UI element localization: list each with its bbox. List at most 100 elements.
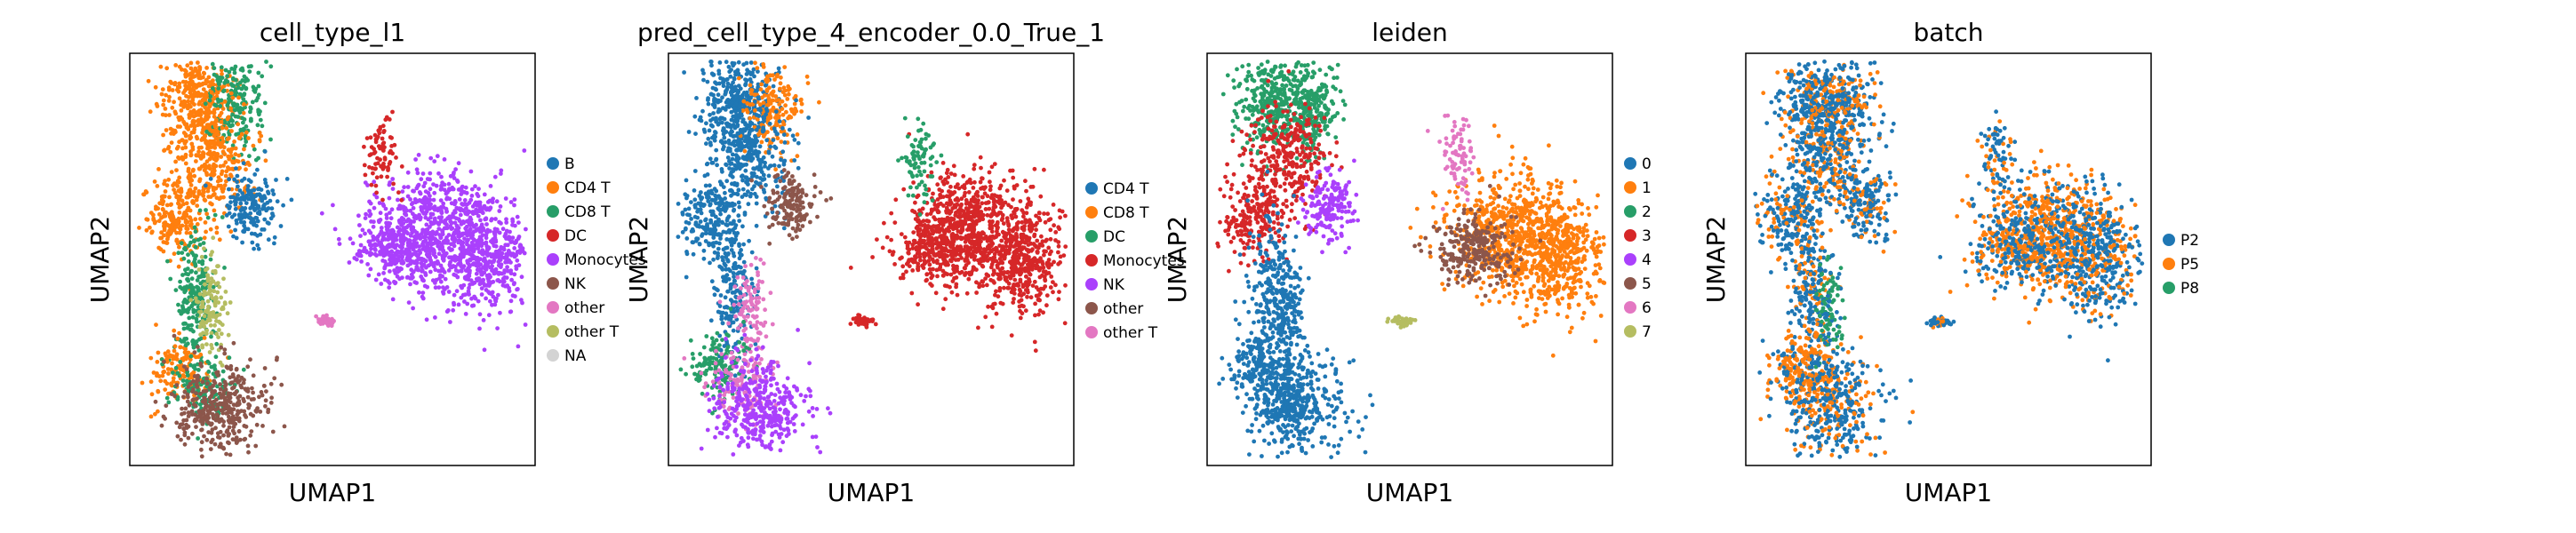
cell-point	[743, 82, 748, 86]
cell-point	[207, 98, 212, 103]
cell-point	[188, 123, 194, 128]
cell-point	[773, 109, 779, 114]
cell-point	[212, 107, 217, 113]
cell-point	[200, 130, 205, 135]
cell-point	[700, 232, 705, 236]
cell-point	[790, 217, 795, 222]
cell-point	[188, 231, 193, 235]
cell-point	[757, 144, 763, 149]
cell-point	[205, 215, 211, 220]
cell-point	[733, 234, 739, 238]
cell-point	[397, 227, 403, 232]
cell-point	[368, 266, 373, 272]
cell-point	[188, 135, 194, 140]
cell-point	[408, 208, 413, 213]
cell-point	[400, 189, 405, 195]
cell-point	[391, 181, 396, 187]
cell-point	[233, 206, 238, 211]
cell-point	[745, 101, 750, 106]
cell-point	[188, 173, 193, 179]
cell-point	[466, 290, 471, 296]
cell-point	[386, 165, 390, 170]
cell-point	[173, 130, 178, 135]
cell-point	[781, 226, 787, 231]
cell-point	[193, 217, 198, 222]
cell-point	[186, 127, 191, 131]
cell-point	[399, 197, 404, 203]
cell-point	[727, 166, 732, 171]
cell-point	[200, 345, 205, 350]
legend-marker	[547, 229, 559, 242]
cell-point	[754, 266, 759, 271]
cell-point	[452, 235, 457, 240]
cell-point	[205, 146, 210, 151]
cell-point	[189, 276, 195, 282]
cell-point	[212, 365, 217, 370]
cell-point	[489, 291, 494, 297]
cell-point	[261, 194, 267, 199]
cell-point	[387, 235, 392, 240]
cell-point	[268, 381, 274, 386]
cell-point	[165, 222, 170, 227]
cell-point	[748, 145, 754, 150]
cell-point	[264, 60, 268, 64]
cell-point	[753, 133, 757, 139]
cell-point	[204, 342, 209, 346]
cell-point	[710, 123, 715, 129]
cell-point	[197, 177, 203, 182]
cell-point	[197, 99, 203, 105]
cell-point	[724, 222, 729, 227]
cell-point	[194, 425, 198, 429]
cell-point	[199, 427, 204, 433]
cell-point	[416, 153, 421, 157]
cell-point	[417, 190, 422, 195]
cell-point	[381, 140, 387, 146]
cell-point	[248, 211, 253, 216]
cell-point	[708, 140, 713, 146]
cell-point	[219, 295, 224, 300]
cell-point	[161, 414, 166, 419]
cell-point	[163, 351, 168, 356]
cell-point	[189, 322, 195, 328]
cell-point	[210, 437, 215, 442]
cell-point	[755, 174, 759, 179]
cell-point	[242, 147, 246, 152]
cell-point	[250, 386, 254, 391]
cell-point	[230, 118, 235, 123]
cell-point	[229, 67, 235, 71]
cell-point	[208, 386, 212, 390]
cell-point	[180, 373, 186, 378]
cell-point	[235, 412, 240, 418]
cell-point	[725, 148, 731, 154]
cell-point	[446, 181, 452, 187]
cell-point	[237, 213, 242, 219]
cell-point	[173, 225, 179, 229]
cell-point	[431, 252, 436, 258]
cell-point	[239, 385, 244, 390]
cell-point	[233, 64, 238, 69]
cell-point	[192, 90, 197, 95]
cell-point	[698, 201, 703, 206]
cell-point	[183, 152, 188, 157]
cell-point	[159, 215, 164, 220]
cell-point	[376, 128, 381, 133]
cell-point	[212, 151, 218, 156]
cell-point	[486, 313, 492, 318]
cell-point	[218, 429, 223, 434]
cell-point	[263, 403, 268, 409]
cell-point	[520, 246, 525, 251]
cell-point	[227, 177, 231, 182]
cell-point	[697, 242, 702, 247]
cell-point	[272, 241, 276, 246]
cell-point	[208, 282, 212, 288]
cell-point	[166, 99, 172, 103]
cell-point	[384, 115, 389, 120]
cell-point	[164, 128, 169, 132]
cell-point	[709, 63, 714, 68]
cell-point	[270, 429, 276, 434]
cell-point	[248, 411, 253, 417]
cell-point	[764, 107, 769, 111]
cell-point	[711, 243, 716, 249]
cell-point	[202, 314, 207, 319]
cell-point	[436, 251, 442, 257]
